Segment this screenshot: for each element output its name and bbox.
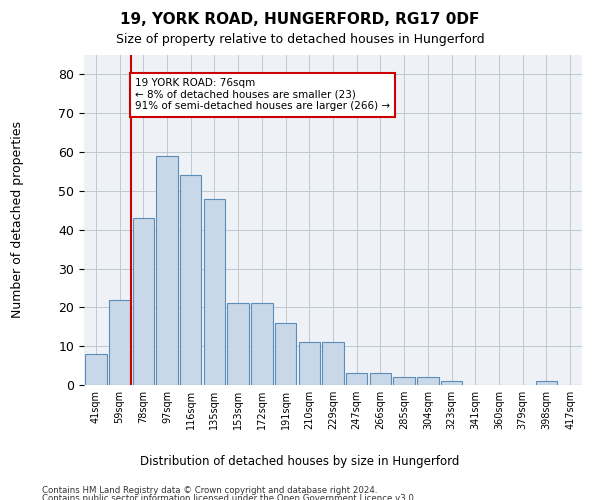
Bar <box>299 342 320 385</box>
Text: Contains HM Land Registry data © Crown copyright and database right 2024.: Contains HM Land Registry data © Crown c… <box>42 486 377 495</box>
Text: 19, YORK ROAD, HUNGERFORD, RG17 0DF: 19, YORK ROAD, HUNGERFORD, RG17 0DF <box>121 12 479 28</box>
Y-axis label: Number of detached properties: Number of detached properties <box>11 122 24 318</box>
Bar <box>157 156 178 385</box>
Bar <box>322 342 344 385</box>
Bar <box>370 374 391 385</box>
Bar <box>204 198 225 385</box>
Text: Contains public sector information licensed under the Open Government Licence v3: Contains public sector information licen… <box>42 494 416 500</box>
Bar <box>394 377 415 385</box>
Bar <box>417 377 439 385</box>
Bar <box>109 300 130 385</box>
Bar <box>227 304 249 385</box>
Bar <box>536 381 557 385</box>
Bar <box>133 218 154 385</box>
Bar <box>441 381 462 385</box>
Bar <box>85 354 107 385</box>
Bar <box>251 304 272 385</box>
Text: Distribution of detached houses by size in Hungerford: Distribution of detached houses by size … <box>140 455 460 468</box>
Text: Size of property relative to detached houses in Hungerford: Size of property relative to detached ho… <box>116 32 484 46</box>
Bar <box>180 176 202 385</box>
Text: 19 YORK ROAD: 76sqm
← 8% of detached houses are smaller (23)
91% of semi-detache: 19 YORK ROAD: 76sqm ← 8% of detached hou… <box>135 78 390 112</box>
Bar <box>346 374 367 385</box>
Bar <box>275 323 296 385</box>
